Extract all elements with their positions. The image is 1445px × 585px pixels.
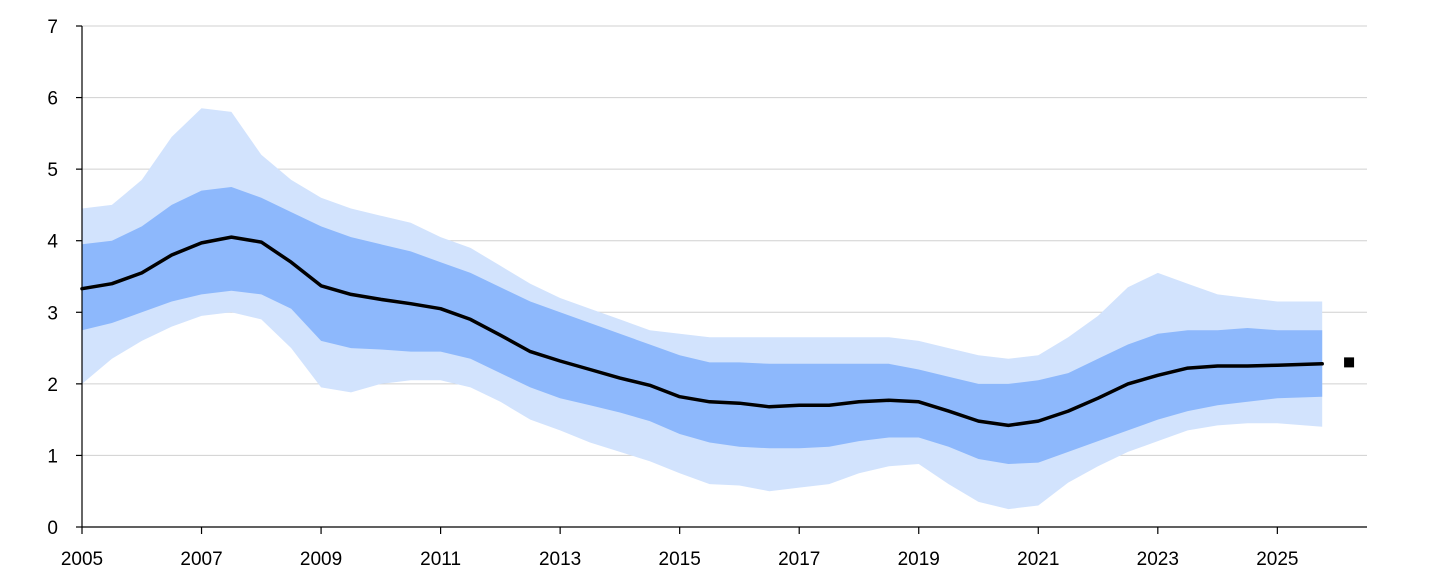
confidence-bands — [82, 108, 1323, 510]
x-tick-labels: 2005 2007 2009 2011 2013 2015 2017 2019 2021 2023… — [61, 549, 1299, 570]
x-tick-label-2021: 2021 — [1017, 549, 1059, 570]
x-tick-label-2013: 2013 — [539, 549, 581, 570]
point-markers — [1344, 357, 1355, 368]
x-tick-label-2015: 2015 — [659, 549, 701, 570]
y-tick-labels: 0 1 2 3 4 5 6 7 — [47, 17, 58, 539]
point-marker-0 — [1344, 357, 1355, 368]
y-tick-label-1: 1 — [47, 446, 58, 467]
y-tick-label-2: 2 — [47, 375, 58, 396]
x-tick-label-2011: 2011 — [420, 549, 461, 570]
median-line — [80, 235, 1324, 428]
x-tick-label-2025: 2025 — [1256, 549, 1298, 570]
y-tick-label-3: 3 — [47, 303, 58, 324]
outer-band-area — [82, 108, 1323, 510]
x-tick-label-2009: 2009 — [300, 549, 342, 570]
x-tick-label-2017: 2017 — [778, 549, 820, 570]
y-tick-label-6: 6 — [47, 89, 58, 110]
x-tick-label-2023: 2023 — [1137, 549, 1179, 570]
x-tick-label-2007: 2007 — [180, 549, 222, 570]
y-tick-label-4: 4 — [47, 232, 58, 253]
inner-band-area — [82, 187, 1323, 464]
y-tick-label-0: 0 — [47, 518, 58, 539]
x-tick-label-2005: 2005 — [61, 549, 103, 570]
x-tick-label-2019: 2019 — [898, 549, 940, 570]
y-tick-label-7: 7 — [47, 17, 58, 38]
y-tick-label-5: 5 — [47, 160, 58, 181]
axes — [76, 25, 1367, 534]
